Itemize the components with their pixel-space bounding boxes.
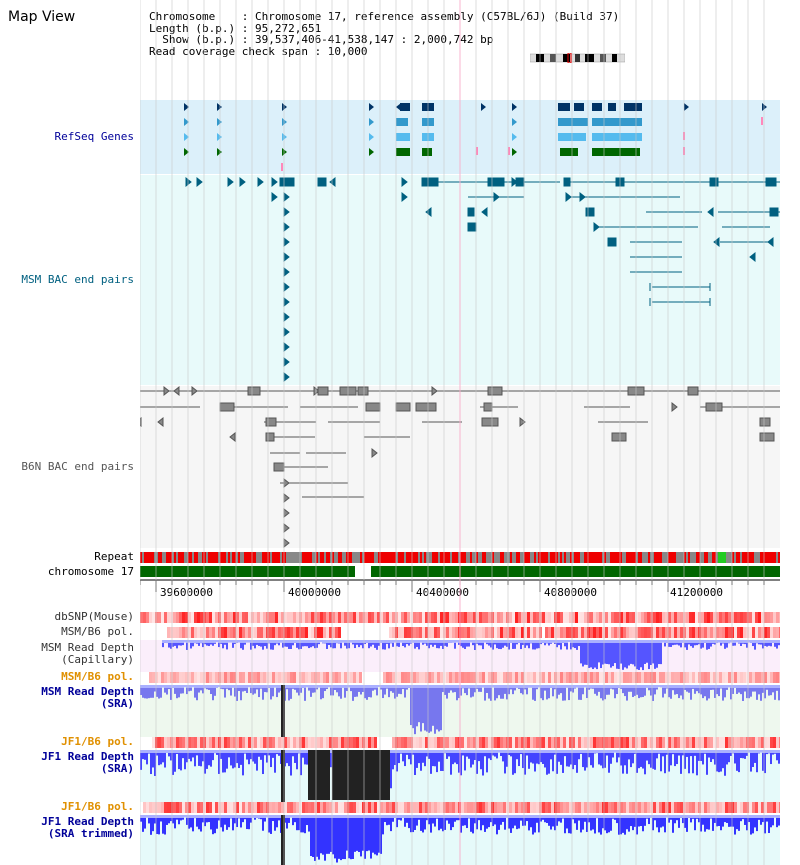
msm-bac-pairs[interactable] <box>185 176 780 383</box>
ruler-tick-label: 41200000 <box>670 586 723 599</box>
refseq-label[interactable]: RefSeq Genes <box>54 130 134 143</box>
msm-b6-pol-track[interactable] <box>140 627 780 638</box>
chromosome-label[interactable]: chromosome 17 <box>47 565 134 578</box>
msm-depth-cap-track[interactable] <box>140 640 780 672</box>
label-line: (Capillary) <box>61 653 134 666</box>
ruler-tick-label: 39600000 <box>160 586 213 599</box>
jf1-b6-pol-label[interactable]: JF1/B6 pol. <box>61 735 134 748</box>
region-info: Chromosome : Chromosome 17, reference as… <box>149 11 619 57</box>
label-line: (SRA) <box>100 697 134 710</box>
msm-depth-sra-label[interactable]: MSM Read Depth (SRA) <box>2 686 134 710</box>
b6n-bac-label[interactable]: B6N BAC end pairs <box>21 460 134 473</box>
label-line: MSM Read Depth <box>41 685 134 698</box>
msm-depth-cap-label[interactable]: MSM Read Depth (Capillary) <box>2 642 134 666</box>
info-line: Length (b.p.) : 95,272,651 <box>149 21 322 35</box>
label-line: JF1 Read Depth <box>41 750 134 763</box>
msm-bac-label[interactable]: MSM BAC end pairs <box>21 273 134 286</box>
jf1-depth-sra-label[interactable]: JF1 Read Depth (SRA) <box>2 751 134 775</box>
dbsnp-label[interactable]: dbSNP(Mouse) <box>54 610 134 623</box>
info-line: Chromosome : Chromosome 17, reference as… <box>149 10 620 23</box>
msm-depth-sra-track[interactable] <box>140 685 780 737</box>
msm-b6-pol-label[interactable]: MSM/B6 pol. <box>61 625 134 638</box>
ruler-tick-label: 40000000 <box>288 586 341 599</box>
jf1-b6-pol-label-2[interactable]: JF1/B6 pol. <box>61 800 134 813</box>
msm-b6-pol-track-2[interactable] <box>140 672 780 683</box>
ruler-tick-label: 40400000 <box>416 586 469 599</box>
refseq-gene[interactable] <box>184 103 767 171</box>
jf1-b6-pol-track-2[interactable] <box>140 802 780 813</box>
map-view-title: Map View <box>8 9 76 25</box>
label-line: (SRA) <box>100 762 134 775</box>
info-line: Read coverage check span : 10,000 <box>149 44 368 58</box>
jf1-depth-sra-track[interactable] <box>140 750 780 802</box>
feature-layer <box>140 103 780 549</box>
repeat-label[interactable]: Repeat <box>94 550 134 563</box>
chromosome-ideogram[interactable] <box>530 53 625 63</box>
label-line: JF1 Read Depth <box>41 815 134 828</box>
jf1-depth-trim-track[interactable] <box>140 815 780 865</box>
jf1-depth-trim-label[interactable]: JF1 Read Depth (SRA trimmed) <box>2 816 134 840</box>
label-line: MSM Read Depth <box>41 641 134 654</box>
label-line: (SRA trimmed) <box>47 827 134 840</box>
b6n-bac-pairs[interactable] <box>140 385 780 549</box>
msm-b6-pol-label-2[interactable]: MSM/B6 pol. <box>61 670 134 683</box>
dbsnp-track[interactable] <box>140 612 780 623</box>
repeat-track[interactable] <box>140 552 780 563</box>
ruler-tick-label: 40800000 <box>544 586 597 599</box>
chromosome-track[interactable] <box>140 566 780 577</box>
jf1-b6-pol-track[interactable] <box>140 737 780 748</box>
